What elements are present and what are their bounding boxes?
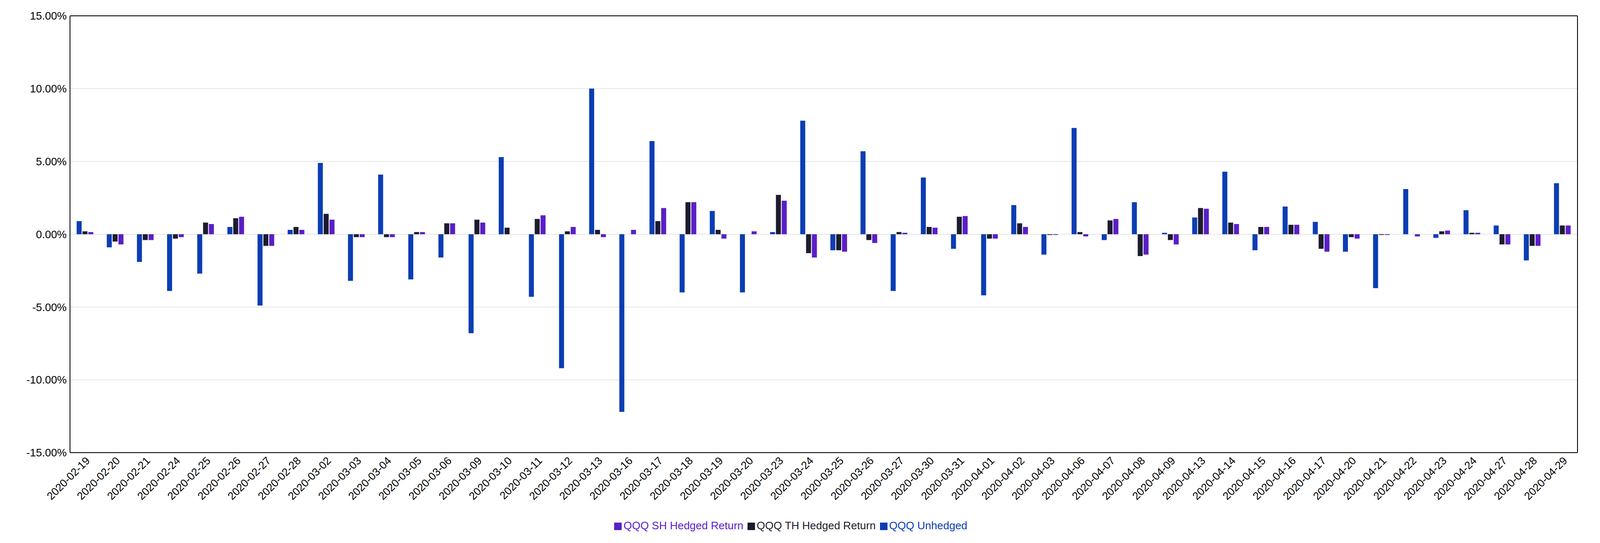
svg-text:2020-03-24: 2020-03-24 (767, 454, 816, 503)
svg-text:2020-03-06: 2020-03-06 (406, 454, 455, 503)
svg-text:2020-03-17: 2020-03-17 (617, 454, 666, 503)
svg-text:2020-03-10: 2020-03-10 (466, 454, 515, 503)
svg-text:2020-02-19: 2020-02-19 (44, 454, 93, 503)
svg-text:2020-03-20: 2020-03-20 (707, 454, 756, 503)
svg-text:2020-02-25: 2020-02-25 (164, 454, 213, 503)
svg-text:2020-03-18: 2020-03-18 (647, 454, 696, 503)
svg-text:2020-03-11: 2020-03-11 (497, 454, 545, 503)
svg-text:2020-04-01: 2020-04-01 (948, 454, 997, 503)
svg-text:2020-03-09: 2020-03-09 (436, 454, 485, 503)
svg-text:2020-03-02: 2020-03-02 (285, 454, 334, 503)
svg-text:2020-04-29: 2020-04-29 (1521, 454, 1570, 503)
svg-text:2020-04-24: 2020-04-24 (1431, 454, 1480, 503)
html-text:QQQ TH Hedged Return: QQQ TH Hedged Return (756, 519, 876, 533)
svg-text:15.00%: 15.00% (30, 9, 67, 23)
svg-text:2020-03-19: 2020-03-19 (677, 454, 726, 503)
svg-text:-10.00%: -10.00% (26, 373, 67, 387)
svg-text:2020-04-09: 2020-04-09 (1129, 454, 1178, 503)
html-text:QQQ SH Hedged Return: QQQ SH Hedged Return (623, 519, 744, 533)
svg-text:2020-04-07: 2020-04-07 (1069, 454, 1118, 503)
svg-text:2020-02-28: 2020-02-28 (255, 454, 304, 503)
svg-text:2020-04-16: 2020-04-16 (1250, 454, 1299, 503)
svg-text:10.00%: 10.00% (30, 82, 67, 95)
svg-text:2020-03-12: 2020-03-12 (526, 454, 575, 503)
svg-text:2020-03-27: 2020-03-27 (858, 454, 907, 503)
svg-text:2020-02-21: 2020-02-21 (104, 454, 153, 503)
svg-text:2020-04-22: 2020-04-22 (1370, 454, 1419, 503)
svg-text:2020-03-26: 2020-03-26 (828, 454, 877, 503)
svg-text:2020-04-13: 2020-04-13 (1159, 454, 1208, 503)
svg-text:2020-04-02: 2020-04-02 (978, 454, 1027, 503)
svg-text:2020-03-13: 2020-03-13 (556, 454, 605, 503)
svg-text:2020-02-26: 2020-02-26 (195, 454, 244, 503)
html-text:QQQ Unhedged: QQQ Unhedged (889, 519, 968, 533)
svg-text:-15.00%: -15.00% (26, 446, 67, 460)
svg-text:0.00%: 0.00% (35, 228, 67, 241)
svg-text:2020-04-06: 2020-04-06 (1039, 454, 1088, 503)
svg-text:2020-04-08: 2020-04-08 (1099, 454, 1148, 503)
svg-text:-5.00%: -5.00% (32, 301, 67, 314)
svg-text:2020-02-27: 2020-02-27 (225, 454, 274, 503)
svg-text:2020-04-23: 2020-04-23 (1401, 454, 1450, 503)
svg-text:2020-03-04: 2020-03-04 (345, 454, 394, 503)
svg-text:2020-03-25: 2020-03-25 (798, 454, 847, 503)
svg-text:2020-03-30: 2020-03-30 (888, 454, 937, 503)
svg-text:2020-03-23: 2020-03-23 (737, 454, 786, 503)
svg-text:2020-04-15: 2020-04-15 (1220, 454, 1269, 503)
svg-text:2020-03-31: 2020-03-31 (918, 454, 967, 503)
svg-text:2020-03-05: 2020-03-05 (375, 454, 424, 503)
svg-text:2020-04-14: 2020-04-14 (1189, 454, 1238, 503)
svg-text:5.00%: 5.00% (35, 155, 67, 168)
svg-text:2020-03-03: 2020-03-03 (315, 454, 364, 503)
svg-text:2020-02-24: 2020-02-24 (134, 454, 183, 503)
svg-text:2020-04-17: 2020-04-17 (1280, 454, 1329, 503)
svg-text:2020-03-16: 2020-03-16 (586, 454, 635, 503)
svg-text:2020-04-03: 2020-04-03 (1009, 454, 1058, 503)
svg-text:2020-02-20: 2020-02-20 (74, 454, 123, 503)
svg-text:2020-04-27: 2020-04-27 (1461, 454, 1510, 503)
svg-text:2020-04-21: 2020-04-21 (1340, 454, 1389, 503)
svg-text:2020-04-28: 2020-04-28 (1491, 454, 1540, 503)
svg-text:2020-04-20: 2020-04-20 (1310, 454, 1359, 503)
